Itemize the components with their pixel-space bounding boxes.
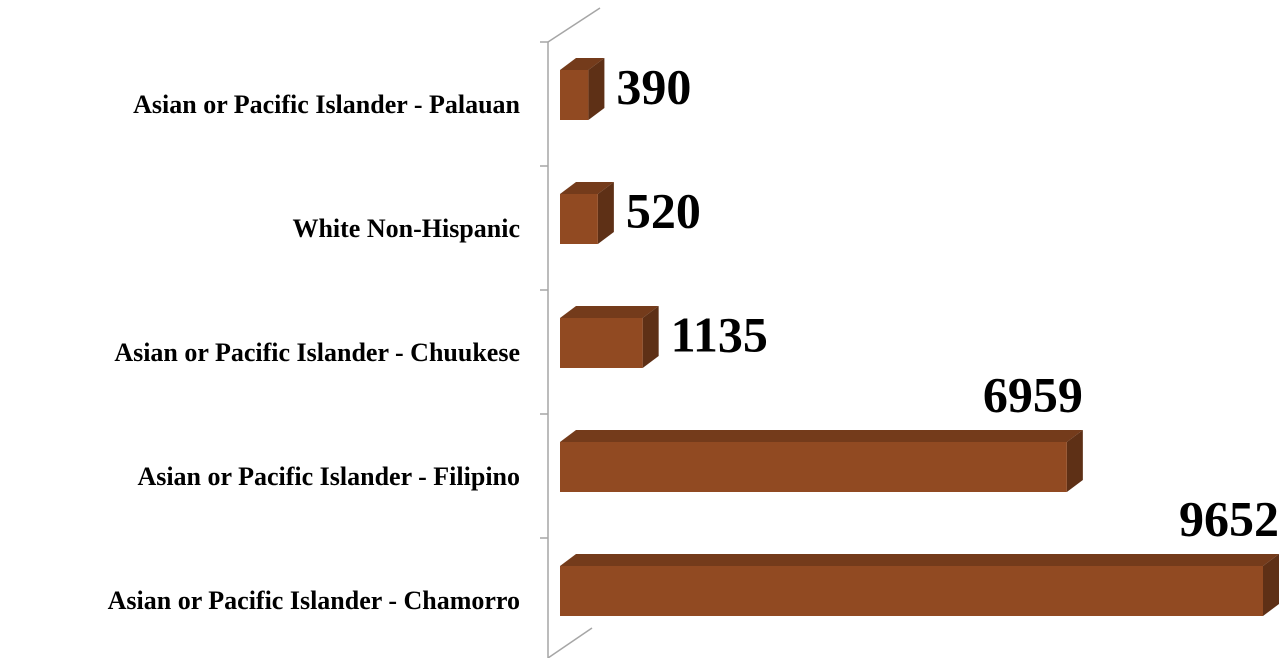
bar-side — [597, 182, 614, 244]
axis-wall — [547, 627, 593, 658]
bar-top — [560, 58, 605, 70]
bar-top — [560, 306, 659, 318]
bar-side — [588, 58, 605, 120]
category-label: White Non-Hispanic — [292, 214, 520, 243]
value-label: 390 — [616, 58, 691, 114]
bar-side — [642, 306, 659, 368]
bar — [560, 442, 1067, 492]
bar-top — [560, 430, 1083, 442]
category-label: Asian or Pacific Islander - Chamorro — [108, 586, 520, 615]
value-label: 9652 — [1179, 490, 1279, 546]
bar — [560, 194, 598, 244]
bar-top — [560, 554, 1279, 566]
category-label: Asian or Pacific Islander - Filipino — [137, 462, 520, 491]
axis-wall — [547, 7, 601, 43]
bar — [560, 566, 1263, 616]
value-label: 6959 — [983, 366, 1083, 422]
value-label: 1135 — [671, 306, 768, 362]
bar — [560, 318, 643, 368]
category-label: Asian or Pacific Islander - Palauan — [133, 90, 520, 119]
bar-side — [1263, 554, 1279, 616]
category-label: Asian or Pacific Islander - Chuukese — [114, 338, 520, 367]
bar-top — [560, 182, 614, 194]
bar — [560, 70, 589, 120]
bar-side — [1066, 430, 1083, 492]
value-label: 520 — [626, 182, 701, 238]
